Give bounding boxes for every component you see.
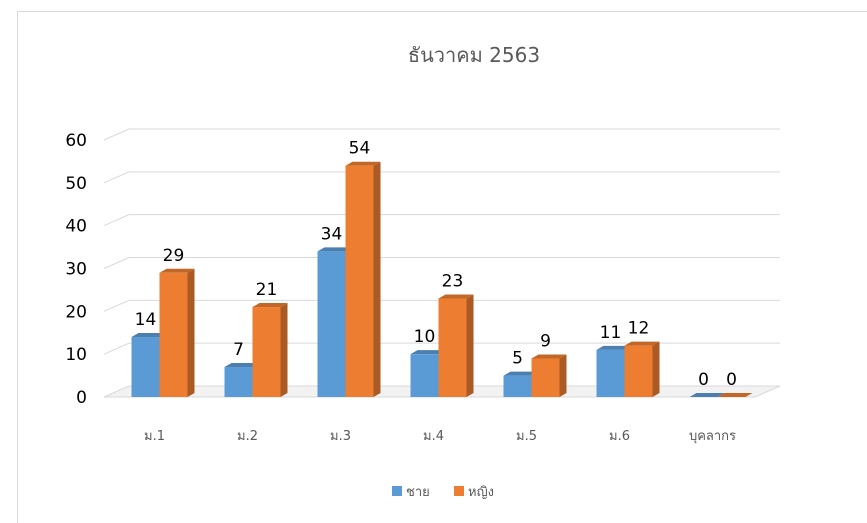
bar: [159, 272, 188, 397]
bar: [438, 298, 467, 397]
legend-swatch: [392, 486, 402, 496]
y-tick-label: 50: [65, 174, 87, 194]
x-tick-label: ม.4: [423, 429, 444, 444]
data-label: 21: [256, 280, 278, 300]
gridline-diagonal: [103, 342, 130, 355]
y-tick-label: 0: [76, 388, 87, 408]
y-tick-label: 10: [65, 345, 87, 365]
data-label: 14: [135, 310, 157, 330]
gridline-diagonal: [103, 171, 130, 184]
gridline-diagonal: [103, 257, 130, 269]
bar-top: [345, 161, 381, 166]
data-label: 0: [726, 370, 737, 390]
bar: [317, 251, 346, 397]
data-label: 12: [628, 319, 650, 339]
legend-label: ชาย: [406, 485, 430, 500]
x-tick-label: ม.2: [237, 429, 258, 444]
bar: [252, 307, 281, 397]
data-label: 7: [233, 340, 244, 360]
legend-label: หญิง: [468, 485, 494, 500]
y-tick-label: 30: [65, 260, 87, 280]
data-label: 11: [600, 323, 622, 343]
bar-side: [652, 341, 660, 397]
bar: [503, 375, 532, 397]
bar-top: [317, 247, 353, 252]
bar-top: [159, 268, 195, 273]
bar: [131, 337, 160, 397]
gridline-diagonal: [103, 299, 130, 312]
data-label: 0: [698, 370, 709, 390]
bar-top: [717, 393, 753, 397]
y-tick-label: 60: [65, 131, 87, 151]
x-tick-label: ม.5: [516, 429, 537, 444]
y-tick-label: 20: [65, 302, 87, 322]
data-label: 34: [321, 224, 343, 244]
bar-top: [531, 354, 567, 359]
bar-side: [373, 161, 381, 397]
bar: [531, 358, 560, 397]
bar-top: [689, 393, 725, 397]
bar-side: [466, 294, 474, 397]
bar-top: [624, 341, 660, 346]
x-tick-label: ม.3: [330, 429, 351, 444]
data-label: 10: [414, 327, 436, 347]
bar-top: [410, 350, 446, 355]
data-label: 23: [442, 271, 464, 291]
y-tick-label: 40: [65, 217, 87, 237]
chart-title: ธันวาคม 2563: [408, 43, 540, 67]
data-label: 29: [163, 246, 185, 266]
gridline-diagonal: [103, 214, 130, 227]
bar: [624, 345, 653, 397]
bar: [345, 165, 374, 397]
bar-top: [252, 303, 288, 308]
bar-side: [187, 268, 195, 397]
bar-side: [280, 303, 288, 397]
bar-top: [596, 345, 632, 350]
data-label: 54: [349, 139, 371, 159]
data-label: 9: [540, 331, 551, 351]
gridline-diagonal: [103, 128, 130, 141]
bar: [596, 349, 625, 397]
chart-area: [17, 11, 867, 523]
bar-top: [131, 333, 167, 338]
bar: [410, 354, 439, 397]
data-label: 5: [512, 349, 523, 369]
bar-top: [438, 294, 474, 299]
bar-top: [503, 371, 539, 376]
bar-top: [224, 363, 260, 368]
x-tick-label: ม.1: [144, 429, 165, 444]
x-tick-label: บุคลากร: [689, 429, 736, 444]
legend-swatch: [454, 486, 464, 496]
bar-side: [559, 354, 567, 397]
x-tick-label: ม.6: [609, 429, 630, 444]
bar: [224, 367, 253, 397]
